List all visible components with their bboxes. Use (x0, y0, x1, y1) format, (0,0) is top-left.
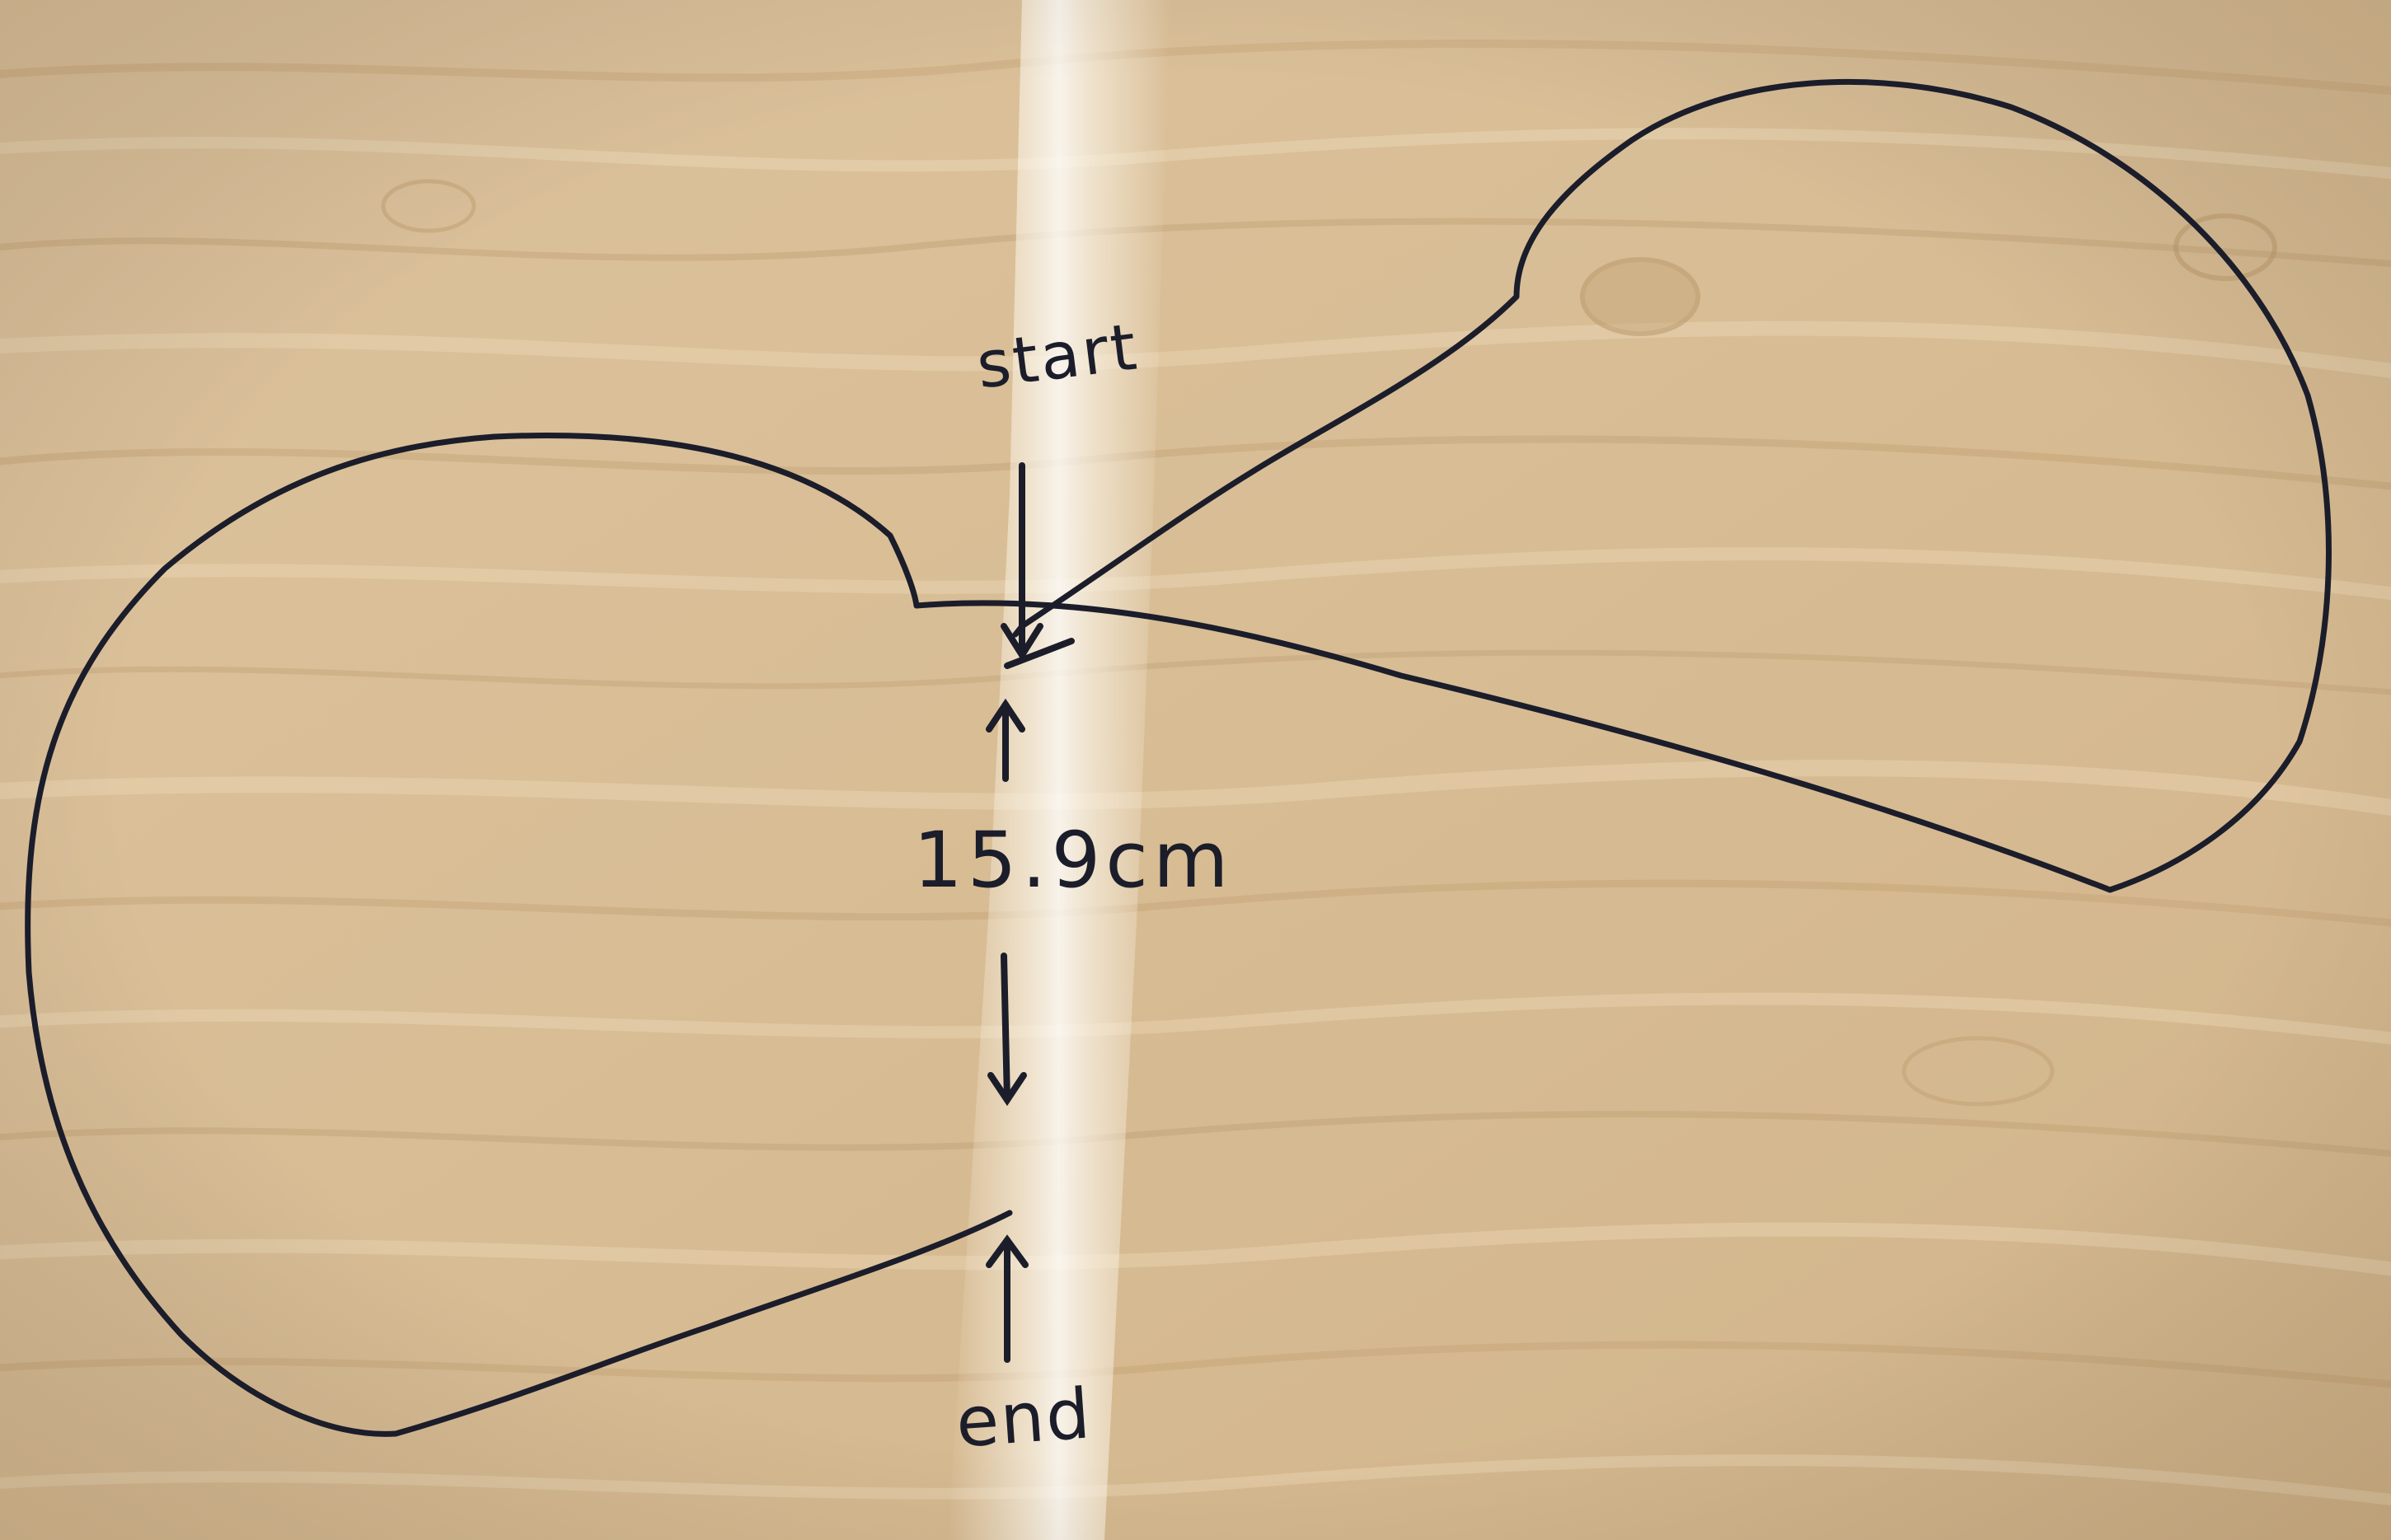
distance-arrow-up (986, 698, 1025, 782)
figure-outline-path (25, 78, 2332, 1437)
end-label: end (953, 1373, 1095, 1463)
end-arrow (986, 1234, 1029, 1363)
start-arrow (1001, 462, 1075, 669)
distance-label: 15.9cm (913, 816, 1234, 906)
distance-arrow-down (987, 953, 1027, 1107)
